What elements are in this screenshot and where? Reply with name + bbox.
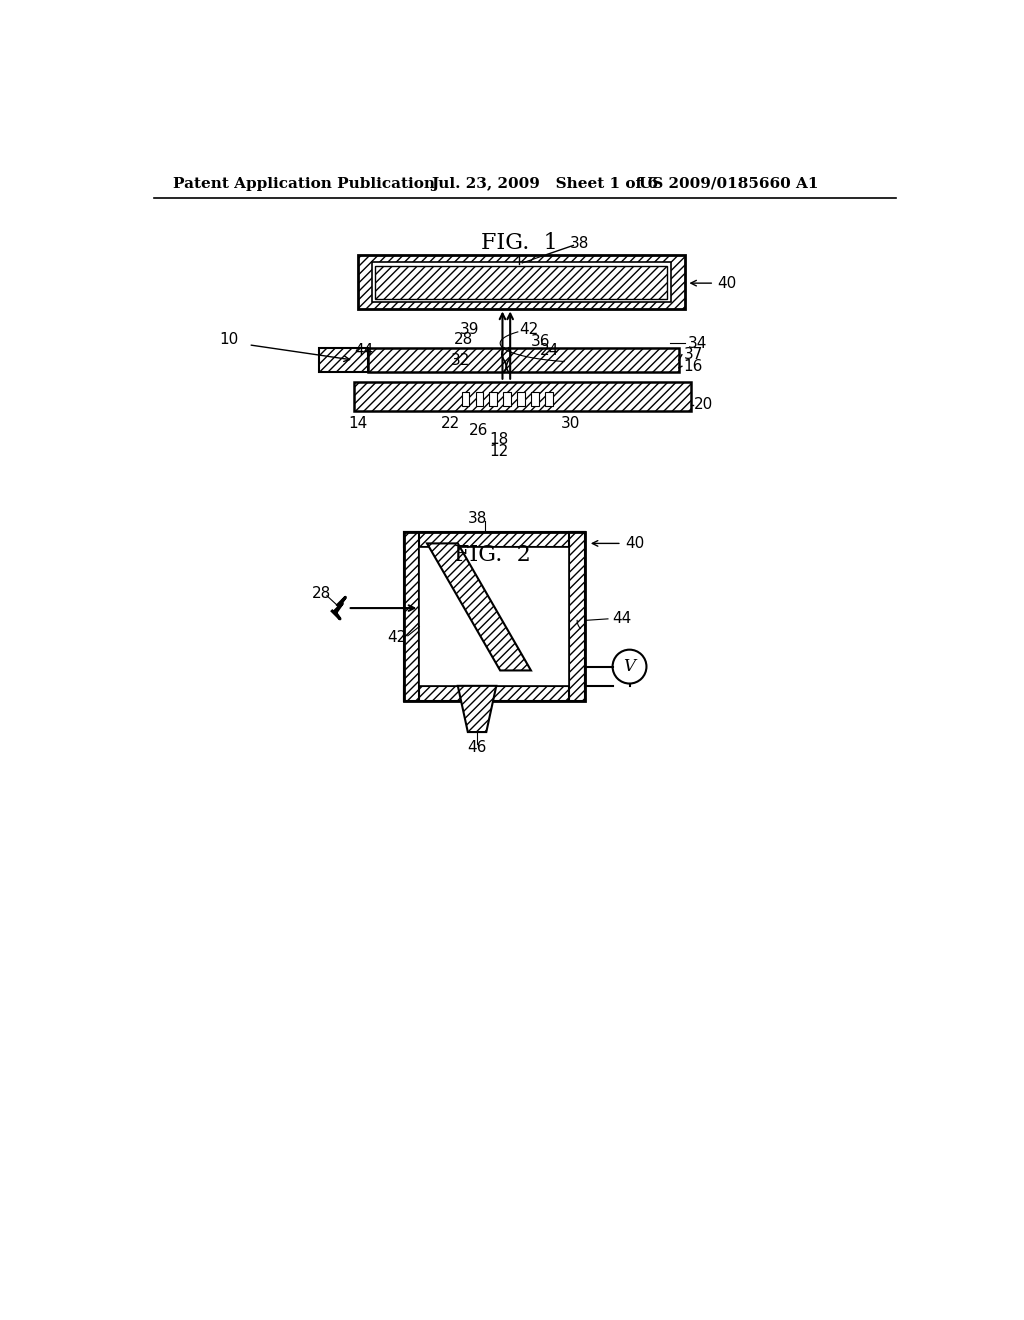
Text: 22: 22 bbox=[440, 416, 460, 430]
Text: Patent Application Publication: Patent Application Publication bbox=[173, 177, 435, 191]
Text: V: V bbox=[624, 659, 636, 675]
Text: 28: 28 bbox=[454, 331, 473, 347]
Text: 18: 18 bbox=[489, 432, 508, 447]
Bar bbox=[403, 532, 585, 548]
Bar bbox=[403, 532, 585, 701]
Bar bbox=[354, 381, 691, 411]
Text: 42: 42 bbox=[519, 322, 539, 337]
Text: 14: 14 bbox=[348, 416, 368, 430]
Bar bbox=[368, 348, 679, 372]
Bar bbox=[517, 392, 525, 407]
Text: 32: 32 bbox=[451, 354, 470, 368]
Bar bbox=[489, 392, 497, 407]
Text: 37: 37 bbox=[683, 347, 702, 362]
Text: US 2009/0185660 A1: US 2009/0185660 A1 bbox=[639, 177, 818, 191]
Polygon shape bbox=[458, 686, 497, 733]
Text: 44: 44 bbox=[611, 611, 631, 627]
Bar bbox=[403, 686, 585, 701]
Text: 40: 40 bbox=[625, 536, 644, 550]
Bar bbox=[319, 348, 369, 372]
Bar bbox=[545, 392, 553, 407]
Text: FIG.  2: FIG. 2 bbox=[454, 544, 530, 566]
Text: 46: 46 bbox=[467, 741, 486, 755]
Bar bbox=[372, 263, 671, 302]
Text: Jul. 23, 2009   Sheet 1 of 6: Jul. 23, 2009 Sheet 1 of 6 bbox=[431, 177, 657, 191]
Text: 12: 12 bbox=[489, 444, 508, 458]
Polygon shape bbox=[427, 544, 531, 671]
Bar bbox=[569, 532, 585, 701]
Text: 39: 39 bbox=[460, 322, 479, 337]
Bar bbox=[357, 255, 685, 309]
Text: 20: 20 bbox=[694, 397, 714, 412]
Text: 34: 34 bbox=[688, 335, 708, 351]
Text: 28: 28 bbox=[312, 586, 331, 601]
Bar bbox=[531, 392, 539, 407]
Text: 38: 38 bbox=[467, 511, 486, 527]
Text: FIG.  1: FIG. 1 bbox=[481, 232, 558, 255]
Text: 44: 44 bbox=[354, 343, 374, 359]
Text: 26: 26 bbox=[469, 424, 488, 438]
Bar bbox=[462, 392, 469, 407]
Bar bbox=[403, 532, 419, 701]
Text: 16: 16 bbox=[683, 359, 702, 374]
Text: 10: 10 bbox=[219, 331, 239, 347]
Bar bbox=[376, 267, 668, 300]
Bar bbox=[503, 392, 511, 407]
Text: 38: 38 bbox=[569, 235, 589, 251]
Text: 40: 40 bbox=[717, 276, 736, 290]
Text: 30: 30 bbox=[561, 416, 581, 430]
Bar bbox=[419, 548, 569, 686]
Bar bbox=[475, 392, 483, 407]
Text: 24: 24 bbox=[541, 343, 559, 359]
Text: 36: 36 bbox=[531, 334, 551, 350]
Text: 42: 42 bbox=[387, 630, 407, 645]
